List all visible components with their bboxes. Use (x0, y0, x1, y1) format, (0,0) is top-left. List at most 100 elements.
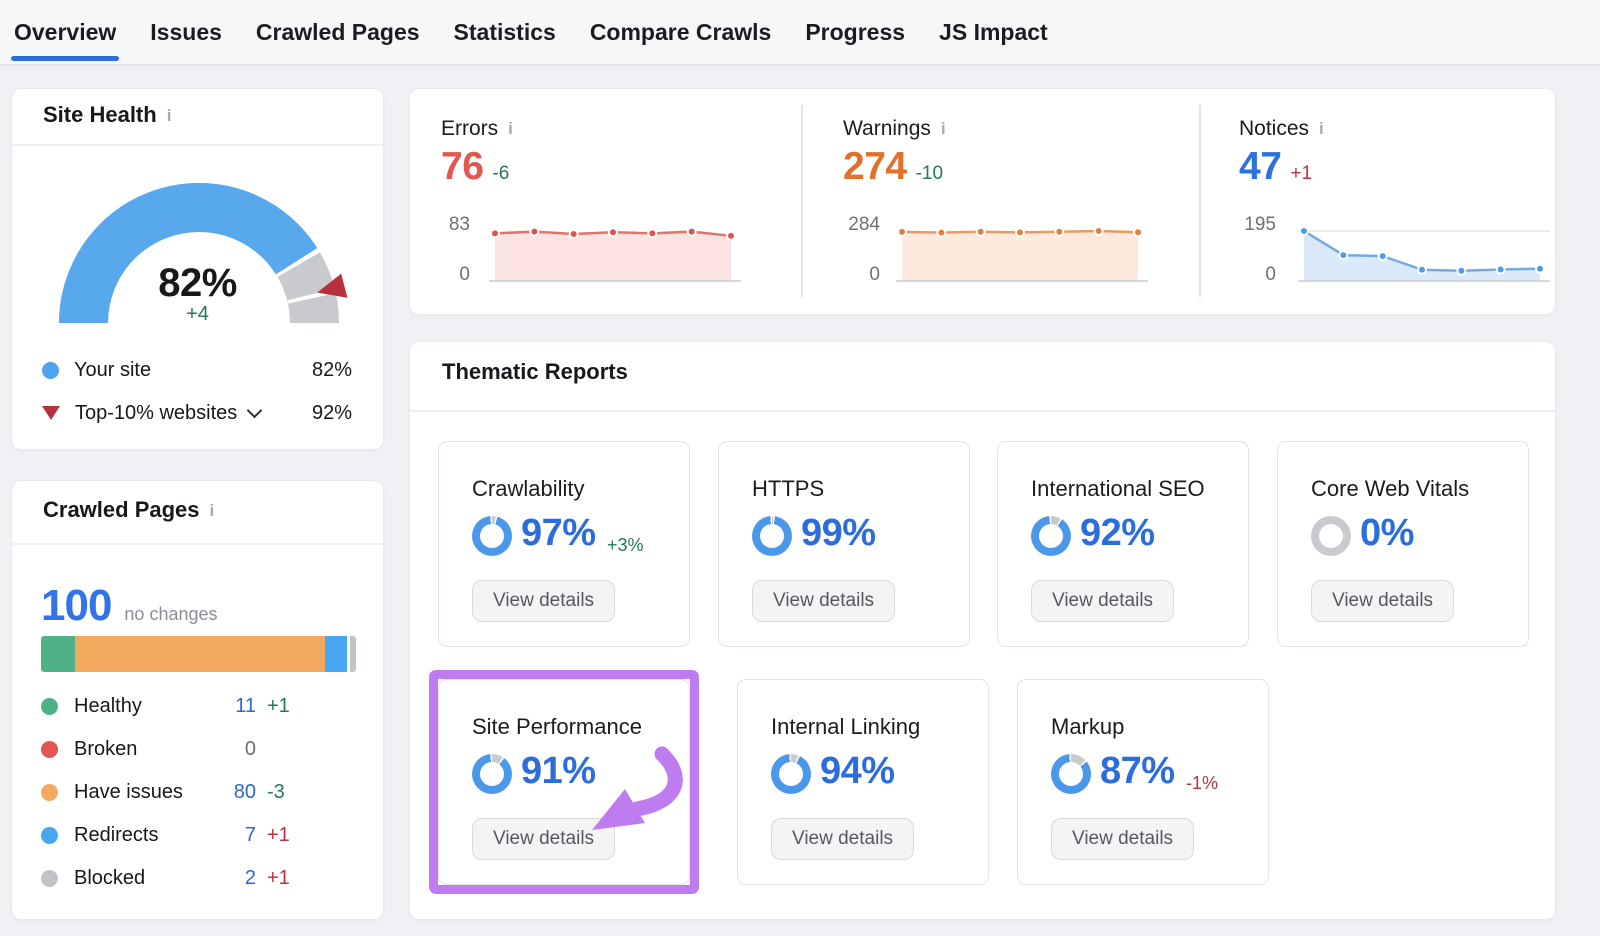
info-icon[interactable]: i (1319, 119, 1324, 138)
crawlability-view-details-button[interactable]: View details (472, 580, 616, 622)
crawled-row-healthy: Healthy 11 +1 (41, 685, 356, 727)
internal-linking-score: 94% (820, 750, 895, 792)
warnings-value-row: 274 -10 (843, 145, 943, 189)
notices-axis-max: 195 (1244, 214, 1276, 235)
warnings-axis-min: 0 (869, 264, 880, 285)
blocked-delta: +1 (267, 866, 290, 889)
errors-axis-max: 83 (448, 214, 470, 235)
your-site-dot-icon (42, 361, 59, 379)
have-issues-count[interactable]: 80 (233, 780, 256, 803)
crawled-row-redirects: Redirects 7 +1 (41, 814, 356, 856)
bar-segment (324, 636, 347, 672)
chevron-down-icon[interactable] (247, 402, 263, 418)
top-nav: Overview Issues Crawled Pages Statistics… (0, 0, 1600, 66)
tab-crawled-pages[interactable]: Crawled Pages (255, 18, 420, 45)
legend-label: Top-10% websites (75, 401, 238, 424)
report-card-https: HTTPS 99% View details (718, 441, 970, 647)
notices-count[interactable]: 47 (1239, 145, 1282, 188)
benchmark-triangle-icon (42, 406, 60, 420)
notices-axis-min: 0 (1265, 264, 1276, 285)
international-seo-view-details-button[interactable]: View details (1031, 580, 1175, 622)
international-seo-donut-icon (1031, 516, 1071, 556)
thematic-reports-card: Thematic Reports Crawlability 97% +3% Vi… (409, 341, 1556, 920)
issues-summary-card: Errors i 76 -6 83 0 Warnings i 274 -10 284… (409, 88, 1556, 315)
markup-delta: -1% (1186, 773, 1219, 793)
benchmark-marker-icon (317, 273, 348, 298)
tab-statistics[interactable]: Statistics (453, 18, 556, 45)
redirects-count[interactable]: 7 (244, 823, 256, 846)
blocked-dot-icon (41, 869, 58, 887)
report-card-internal-linking: Internal Linking 94% View details (737, 679, 989, 885)
errors-label: Errors i (441, 117, 513, 140)
errors-count[interactable]: 76 (441, 145, 484, 188)
site-health-title: Site Health i (43, 102, 172, 127)
tab-progress[interactable]: Progress (805, 18, 906, 45)
markup-score: 87% (1100, 750, 1175, 792)
https-view-details-button[interactable]: View details (752, 580, 896, 622)
https-donut-icon (752, 516, 792, 556)
report-card-international-seo: International SEO 92% View details (997, 441, 1249, 647)
notices-value-row: 47 +1 (1239, 145, 1312, 189)
info-icon[interactable]: i (940, 119, 946, 138)
report-card-core-web-vitals: Core Web Vitals 0% View details (1277, 441, 1529, 647)
healthy-delta: +1 (267, 694, 290, 717)
tab-issues[interactable]: Issues (150, 18, 222, 45)
gauge-score-arc (59, 183, 339, 324)
legend-value: 82% (311, 358, 352, 381)
bar-segment (41, 636, 76, 672)
notices-label: Notices i (1239, 117, 1324, 140)
https-score: 99% (801, 512, 876, 554)
divider (410, 410, 1555, 412)
warnings-sparkline (896, 226, 1148, 282)
notices-sparkline (1298, 226, 1550, 282)
info-icon[interactable]: i (209, 501, 215, 520)
divider (1199, 105, 1201, 297)
divider (12, 144, 383, 146)
info-icon[interactable]: i (508, 119, 513, 138)
internal-linking-view-details-button[interactable]: View details (771, 818, 915, 860)
core-web-vitals-view-details-button[interactable]: View details (1311, 580, 1455, 622)
legend-value: 92% (311, 401, 352, 424)
crawlability-donut-icon (472, 516, 512, 556)
crawled-pages-bar (41, 636, 356, 672)
info-icon[interactable]: i (166, 106, 172, 125)
site-health-card: Site Health i 82% +4 Your site 82% Top-10… (11, 88, 384, 450)
errors-sparkline (489, 226, 741, 282)
errors-value-row: 76 -6 (441, 145, 509, 189)
legend-row-your-site: Your site 82% (12, 349, 383, 391)
warnings-label: Warnings i (843, 117, 946, 140)
site-health-delta: +4 (186, 303, 209, 325)
warnings-delta: -10 (915, 163, 944, 184)
warnings-count[interactable]: 274 (843, 145, 907, 188)
markup-view-details-button[interactable]: View details (1051, 818, 1195, 860)
report-card-crawlability: Crawlability 97% +3% View details (438, 441, 690, 647)
site-health-gauge (59, 183, 348, 324)
core-web-vitals-score: 0% (1360, 512, 1414, 554)
report-card-markup: Markup 87% -1% View details (1017, 679, 1269, 885)
crawled-row-have-issues: Have issues 80 -3 (41, 771, 356, 813)
crawled-pages-card: Crawled Pages i 100 no changes Healthy 11… (11, 480, 384, 920)
broken-count: 0 (244, 737, 256, 760)
internal-linking-donut-icon (771, 754, 811, 794)
tab-js-impact[interactable]: JS Impact (939, 18, 1048, 45)
legend-row-benchmark[interactable]: Top-10% websites 92% (12, 392, 383, 434)
thematic-reports-title: Thematic Reports (442, 359, 628, 384)
tab-compare-crawls[interactable]: Compare Crawls (589, 18, 772, 45)
site-performance-score: 91% (521, 750, 596, 792)
notices-delta: +1 (1290, 163, 1313, 184)
legend-label: Your site (74, 358, 152, 381)
tab-overview[interactable]: Overview (10, 0, 120, 64)
crawled-row-blocked: Blocked 2 +1 (41, 857, 356, 899)
report-card-site-performance: Site Performance 91% View details (429, 670, 699, 894)
crawlability-delta: +3% (607, 535, 644, 555)
crawled-pages-total-row: 100 no changes (41, 581, 218, 631)
markup-donut-icon (1051, 754, 1091, 794)
healthy-count[interactable]: 11 (235, 694, 256, 717)
crawled-pages-total[interactable]: 100 (41, 581, 112, 630)
site-performance-view-details-button[interactable]: View details (472, 818, 616, 860)
redirects-delta: +1 (267, 823, 290, 846)
errors-delta: -6 (492, 163, 510, 184)
blocked-count[interactable]: 2 (244, 866, 256, 889)
site-performance-donut-icon (472, 754, 512, 794)
divider (12, 543, 383, 545)
